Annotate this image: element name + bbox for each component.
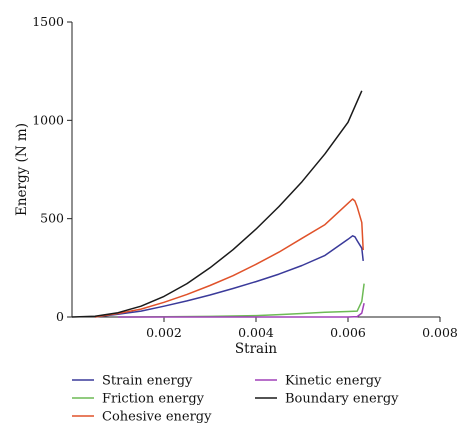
series-line-cohesive-energy bbox=[94, 198, 364, 318]
y-tick-label: 1000 bbox=[32, 112, 64, 127]
series-line-kinetic-energy bbox=[118, 303, 365, 318]
series-line-strain-energy bbox=[94, 235, 364, 318]
legend-label: Boundary energy bbox=[285, 392, 399, 407]
legend-label: Kinetic energy bbox=[285, 374, 382, 389]
y-tick-label: 0 bbox=[56, 309, 64, 324]
x-tick-label: 0.004 bbox=[238, 325, 274, 340]
legend-item-strain-energy: Strain energy bbox=[72, 374, 193, 389]
legend-item-boundary-energy: Boundary energy bbox=[255, 392, 399, 407]
x-axis-title: Strain bbox=[235, 341, 277, 357]
legend-item-kinetic-energy: Kinetic energy bbox=[255, 374, 382, 389]
ticks: 0.002 0.004 0.006 0.008 0 500 1000 1500 bbox=[32, 14, 458, 340]
axes bbox=[71, 22, 440, 318]
y-tick-label: 500 bbox=[40, 211, 64, 226]
y-axis-title: Energy (N m) bbox=[14, 123, 30, 216]
series-line-boundary-energy bbox=[71, 90, 363, 318]
x-tick-label: 0.008 bbox=[422, 325, 458, 340]
legend-label: Cohesive energy bbox=[102, 410, 212, 425]
x-tick-label: 0.006 bbox=[330, 325, 366, 340]
plot-series bbox=[71, 90, 365, 318]
legend-label: Strain energy bbox=[102, 374, 193, 389]
legend-label: Friction energy bbox=[102, 392, 205, 407]
legend: Strain energy Friction energy Cohesive ene… bbox=[72, 374, 399, 425]
y-tick-label: 1500 bbox=[32, 14, 64, 29]
legend-item-cohesive-energy: Cohesive energy bbox=[72, 410, 212, 425]
x-tick-label: 0.002 bbox=[146, 325, 182, 340]
legend-item-friction-energy: Friction energy bbox=[72, 392, 205, 407]
